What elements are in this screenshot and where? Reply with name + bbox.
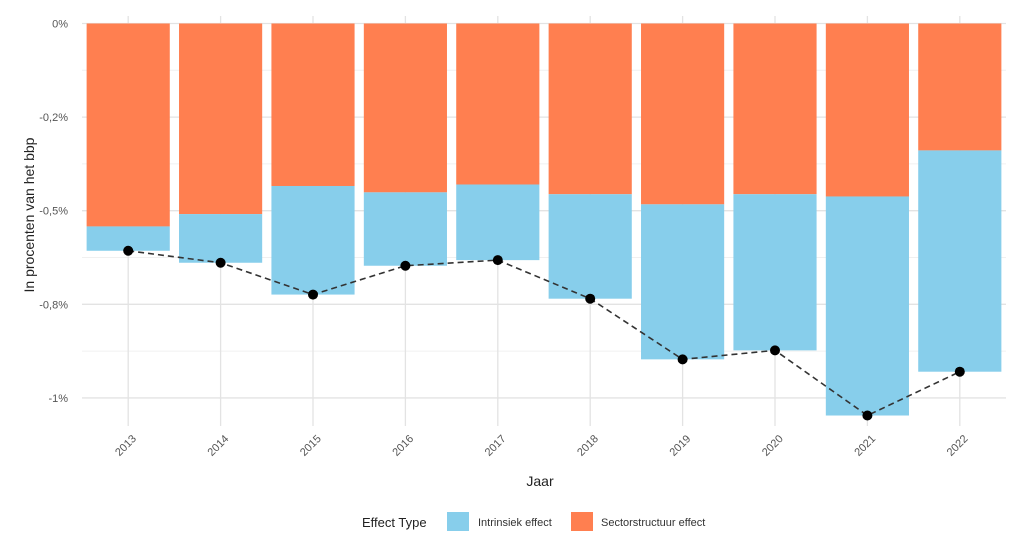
- x-tick-label: 2022: [945, 433, 971, 459]
- y-axis-title: In procenten van het bbp: [21, 137, 37, 292]
- x-tick-label: 2015: [298, 433, 324, 459]
- total-line: [123, 245, 965, 421]
- bar-intrinsiek-2015: [271, 185, 355, 295]
- bars: [86, 23, 1002, 416]
- bar-sectorstructuur-2021: [825, 23, 909, 197]
- total-point-2022: [954, 366, 965, 377]
- x-tick-label: 2018: [575, 433, 601, 459]
- legend-label-intrinsiek: Intrinsiek effect: [478, 517, 552, 529]
- total-point-2013: [123, 245, 134, 256]
- y-tick-label: -0,2%: [39, 112, 68, 124]
- x-tick-labels: 2013 2014 2015 2016 2017 2018 2019 2020 2021 2022: [113, 433, 970, 459]
- legend-swatch-intrinsiek: [447, 512, 469, 531]
- bar-sectorstructuur-2020: [733, 23, 817, 195]
- x-tick-label: 2017: [483, 433, 509, 459]
- bar-intrinsiek-2022: [918, 150, 1002, 372]
- total-point-2020: [770, 345, 780, 356]
- bar-intrinsiek-2017: [456, 184, 540, 261]
- x-tick-label: 2016: [390, 433, 416, 459]
- legend-swatch-sectorstructuur: [571, 512, 593, 531]
- total-point-2015: [308, 289, 318, 300]
- bar-intrinsiek-2014: [179, 214, 263, 263]
- y-tick-label: -1%: [48, 393, 68, 405]
- y-tick-label: -0,8%: [39, 299, 68, 311]
- total-point-2019: [677, 354, 688, 365]
- bar-sectorstructuur-2018: [548, 23, 632, 195]
- bar-intrinsiek-2019: [641, 204, 725, 360]
- x-tick-label: 2019: [668, 433, 694, 459]
- x-axis-title: Jaar: [526, 473, 554, 489]
- bar-intrinsiek-2021: [825, 196, 909, 416]
- legend: Effect Type Intrinsiek effect Sectorstru…: [362, 512, 705, 531]
- bar-intrinsiek-2018: [548, 194, 632, 299]
- x-tick-label: 2021: [852, 433, 878, 459]
- x-tick-label: 2013: [113, 433, 139, 459]
- total-point-2021: [862, 410, 873, 421]
- total-point-2018: [585, 293, 596, 304]
- y-tick-label: 0%: [52, 18, 68, 30]
- bar-intrinsiek-2016: [363, 192, 447, 266]
- bar-sectorstructuur-2016: [363, 23, 447, 193]
- y-tick-label: -0,5%: [39, 206, 68, 218]
- bar-intrinsiek-2020: [733, 194, 817, 351]
- legend-title: Effect Type: [362, 515, 427, 530]
- x-tick-label: 2014: [206, 433, 232, 459]
- total-point-2014: [215, 257, 226, 268]
- y-tick-labels: 0% -0,2% -0,5% -0,8% -1%: [39, 18, 68, 404]
- bar-sectorstructuur-2015: [271, 23, 355, 186]
- total-point-2016: [400, 260, 411, 271]
- total-point-2017: [492, 255, 503, 266]
- bar-sectorstructuur-2017: [456, 23, 540, 185]
- bar-sectorstructuur-2019: [641, 23, 725, 205]
- total-effect-line: [128, 249, 961, 417]
- legend-label-sectorstructuur: Sectorstructuur effect: [601, 517, 705, 529]
- x-tick-label: 2020: [760, 433, 786, 459]
- bar-sectorstructuur-2014: [179, 23, 263, 215]
- bar-sectorstructuur-2013: [86, 23, 170, 227]
- bar-sectorstructuur-2022: [918, 23, 1002, 151]
